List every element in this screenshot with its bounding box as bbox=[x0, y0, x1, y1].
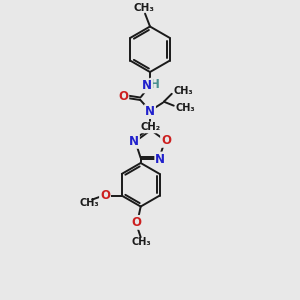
Text: N: N bbox=[155, 152, 165, 166]
Text: N: N bbox=[129, 135, 139, 148]
Text: O: O bbox=[161, 134, 171, 147]
Text: N: N bbox=[145, 105, 155, 118]
Text: H: H bbox=[150, 78, 160, 92]
Text: N: N bbox=[142, 80, 152, 92]
Text: O: O bbox=[132, 216, 142, 229]
Text: CH₃: CH₃ bbox=[80, 198, 99, 208]
Text: O: O bbox=[118, 90, 128, 103]
Text: CH₃: CH₃ bbox=[174, 86, 194, 96]
Text: CH₃: CH₃ bbox=[176, 103, 195, 112]
Text: CH₂: CH₂ bbox=[141, 122, 161, 132]
Text: O: O bbox=[100, 189, 110, 202]
Text: CH₃: CH₃ bbox=[132, 237, 152, 247]
Text: CH₃: CH₃ bbox=[134, 3, 154, 13]
